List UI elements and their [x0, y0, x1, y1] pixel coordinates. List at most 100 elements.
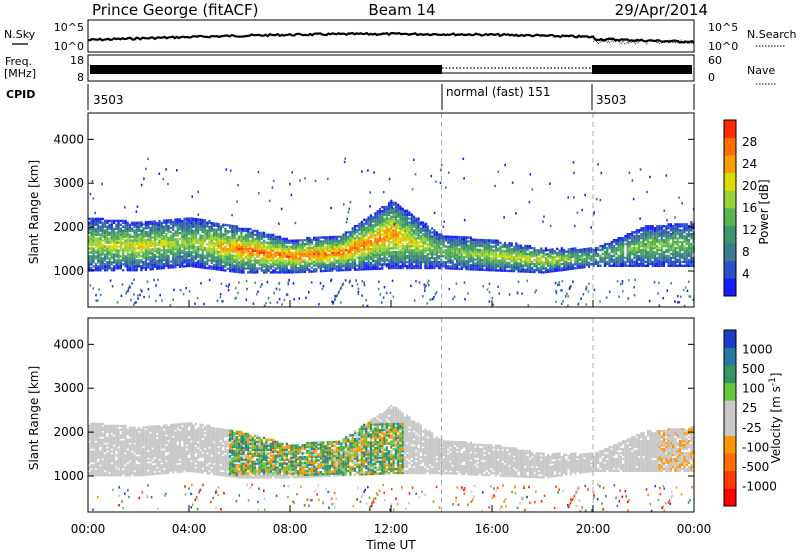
power-cell [233, 248, 236, 252]
power-cell [142, 256, 145, 260]
power-cell [553, 255, 557, 259]
power-cell [144, 221, 147, 224]
power-cell [219, 237, 222, 240]
power-cell [315, 262, 318, 265]
power-cell [285, 269, 288, 272]
power-cell [363, 236, 366, 239]
power-speck [292, 282, 295, 285]
power-cell [219, 266, 222, 270]
power-cell [535, 249, 538, 252]
power-cell [333, 265, 336, 268]
power-cell [353, 246, 357, 250]
power-cell [381, 247, 384, 250]
power-cell [99, 263, 102, 266]
power-cell [197, 226, 200, 229]
power-cell [103, 249, 107, 252]
power-cell [651, 229, 654, 232]
power-cell [224, 239, 227, 242]
power-cell [138, 263, 141, 266]
power-cell [660, 262, 663, 266]
power-speck [425, 284, 427, 287]
power-cell [356, 250, 359, 253]
power-cell [190, 256, 193, 260]
power-cell [140, 247, 143, 250]
power-cell [210, 251, 213, 255]
power-cell [119, 237, 122, 240]
power-cell [481, 260, 484, 264]
power-cell [167, 225, 170, 228]
power-cell [474, 244, 477, 247]
power-cell [185, 237, 188, 240]
power-cell [647, 237, 650, 240]
power-cell [213, 267, 216, 271]
power-cell [372, 255, 375, 259]
power-cell [458, 247, 461, 251]
power-cell [88, 251, 91, 254]
power-cell [281, 253, 284, 256]
power-cell [383, 217, 386, 221]
power-speck [127, 287, 130, 290]
power-cell [383, 219, 386, 223]
power-cell [347, 245, 350, 248]
power-cell [687, 244, 691, 248]
power-cell [103, 255, 107, 258]
power-cell [513, 262, 516, 265]
power-cell [288, 251, 291, 254]
power-cell [385, 263, 388, 266]
power-cell [158, 265, 161, 268]
power-speck [155, 284, 157, 287]
noise-sky-series [87, 31, 695, 44]
power-cell [485, 243, 488, 246]
power-cell [353, 268, 357, 271]
power-cell [138, 245, 141, 248]
power-cell [353, 262, 357, 265]
power-cell [417, 223, 420, 226]
power-cell [683, 227, 686, 230]
power-cell [378, 247, 382, 250]
power-cell [313, 248, 316, 251]
power-cell [478, 252, 482, 256]
power-cell [176, 249, 179, 253]
power-cell [210, 241, 213, 245]
power-cell [576, 254, 579, 258]
power-cell [587, 251, 591, 254]
power-cell [115, 235, 118, 238]
power-cell [672, 256, 675, 260]
power-cell [131, 241, 134, 244]
power-cell [365, 228, 368, 231]
power-cell [624, 237, 627, 240]
power-speck [278, 281, 281, 285]
power-cell [94, 243, 97, 246]
power-cell [213, 222, 216, 225]
power-cell [285, 263, 288, 266]
power-cell [338, 235, 341, 238]
power-cell [367, 222, 370, 225]
power-cell [535, 267, 538, 270]
power-cell [447, 239, 450, 242]
power-cell [403, 223, 407, 226]
power-cell [315, 242, 318, 245]
power-cell [347, 235, 350, 238]
power-cell [447, 251, 450, 254]
power-cell [485, 268, 488, 272]
power-cell [101, 243, 104, 246]
power-cell [644, 229, 647, 232]
power-speck [133, 278, 135, 281]
power-cell [399, 260, 402, 264]
power-cell [351, 262, 354, 265]
power-cell [242, 235, 245, 239]
power-cell [642, 260, 645, 264]
power-cell [228, 267, 232, 271]
power-cell [390, 227, 393, 230]
power-cell [415, 231, 418, 234]
power-cell [685, 233, 688, 236]
power-cell [413, 253, 416, 256]
power-cell [410, 231, 413, 234]
power-cell [101, 253, 104, 256]
power-cell [649, 225, 652, 228]
power-cell [612, 240, 616, 244]
power-cell [665, 256, 668, 260]
power-cell [274, 255, 277, 258]
power-cell [458, 255, 461, 259]
power-cell [199, 246, 202, 249]
